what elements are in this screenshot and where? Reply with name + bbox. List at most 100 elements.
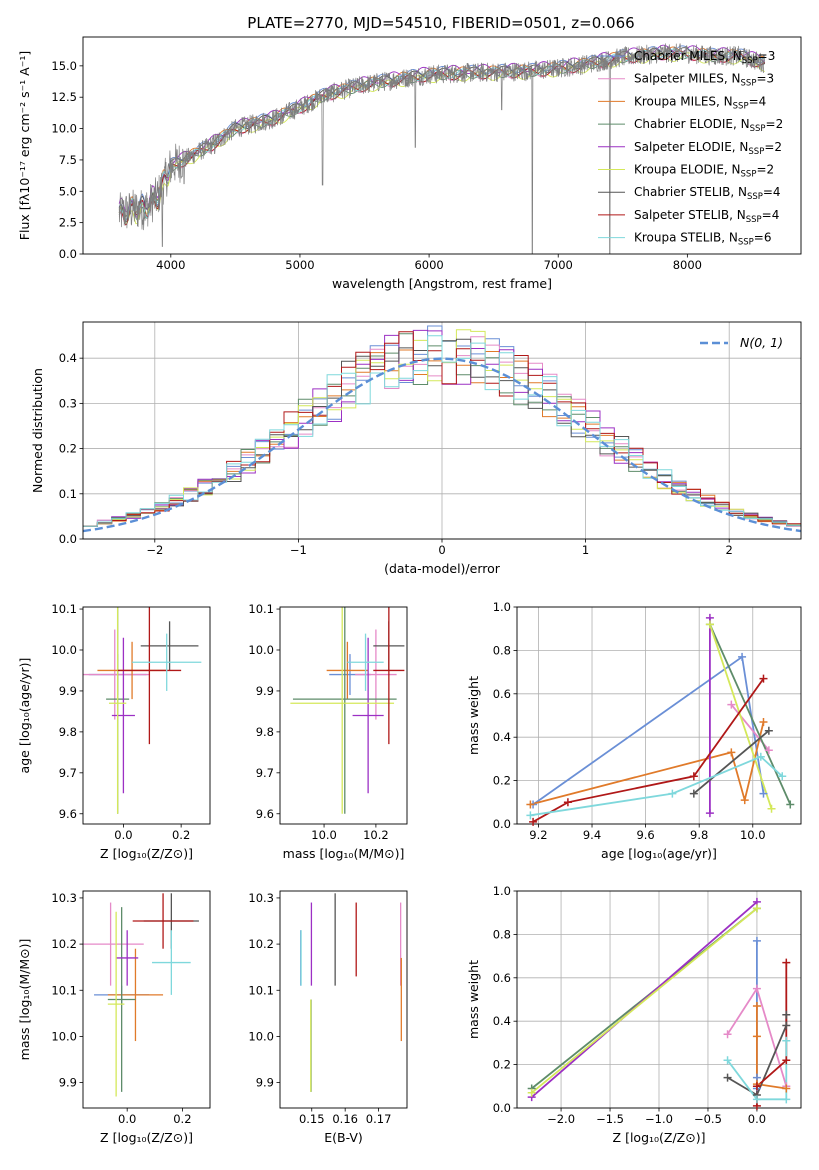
- y-tick-label: 9.9: [59, 1076, 77, 1090]
- x-tick-label: 0.0: [114, 828, 132, 842]
- x-tick-label: 2: [726, 543, 733, 557]
- weight-line-chabrier_elodie: [709, 624, 792, 805]
- weight-marker-chabrier_miles: [759, 789, 768, 798]
- legend-suffix: =3: [756, 72, 774, 86]
- legend-suffix: =4: [763, 185, 781, 199]
- y-axis-label: Flux [fλ10⁻¹⁷ erg cm⁻² s⁻¹ A⁻¹]: [17, 51, 32, 240]
- legend-subscript: SSP: [738, 238, 754, 248]
- legend-name: Kroupa MILES, N: [634, 94, 733, 108]
- weight-marker-salpeter_stelib: [563, 798, 572, 807]
- y-tick-label: 0.2: [493, 774, 511, 788]
- weight-marker-kroupa_stelib: [526, 811, 535, 820]
- x-tick-label: 0: [438, 543, 445, 557]
- x-tick-label: −1.0: [645, 1112, 673, 1126]
- plot-area: [83, 893, 199, 1097]
- axes-frame: [516, 606, 802, 825]
- x-tick-label: 6000: [414, 258, 443, 272]
- x-axis-label: Z [log₁₀(Z/Z⊙)]: [100, 846, 193, 861]
- legend-entry-kroupa_miles: Kroupa MILES, NSSP=4: [634, 94, 766, 111]
- weight-line-chabrier_stelib: [693, 730, 770, 795]
- y-tick-label: 0.0: [59, 532, 77, 546]
- weight-marker-kroupa_stelib: [778, 772, 787, 781]
- y-tick-label: 10.0: [51, 1029, 77, 1043]
- y-tick-label: 9.7: [59, 766, 77, 780]
- weight-line-kroupa_miles: [530, 721, 765, 806]
- y-tick-label: 0.6: [493, 971, 511, 985]
- x-tick-label: 0.2: [173, 1112, 191, 1126]
- y-tick-label: 10.3: [248, 891, 274, 905]
- y-tick-label: 0.4: [493, 730, 511, 744]
- x-axis-label: Z [log₁₀(Z/Z⊙)]: [100, 1130, 193, 1145]
- legend-entry-kroupa_stelib: Kroupa STELIB, NSSP=6: [634, 231, 772, 248]
- weight-marker-chabrier_miles: [738, 652, 747, 661]
- plot-area: [290, 607, 405, 814]
- weight-marker-kroupa_stelib: [782, 1095, 791, 1104]
- age-vs-mass-panel: 10.0 10.2 9.6 9.7 9.8 9.9 10.0 10.1 mass [log₁₀(…: [248, 602, 408, 861]
- plot-area: [300, 893, 402, 1092]
- y-tick-label: 2.5: [59, 216, 77, 230]
- y-tick-label: 9.9: [256, 1076, 274, 1090]
- y-tick-label: 9.7: [256, 766, 274, 780]
- legend-suffix: =2: [766, 117, 784, 131]
- x-axis-label: (data-model)/error: [384, 561, 501, 576]
- weight-marker-salpeter_stelib: [689, 772, 698, 781]
- y-tick-label: 10.0: [51, 122, 77, 136]
- y-tick-label: 1.0: [493, 884, 511, 898]
- weight-marker-salpeter_stelib: [782, 1056, 791, 1065]
- x-axis-label: mass [log₁₀(M/M⊙)]: [283, 846, 405, 861]
- weight-marker-kroupa_miles: [752, 1002, 761, 1011]
- weight-marker-salpeter_miles: [752, 984, 761, 993]
- weight-marker-kroupa_elodie: [752, 904, 761, 913]
- weight-line-kroupa_elodie: [709, 624, 773, 810]
- y-axis-label: age [log₁₀(age/yr)]: [17, 658, 32, 774]
- legend-entry-chabrier_stelib: Chabrier STELIB, NSSP=4: [634, 185, 781, 202]
- legend-subscript: SSP: [748, 147, 764, 157]
- weight-marker-chabrier_elodie: [786, 800, 795, 809]
- weight-marker-kroupa_miles: [782, 1084, 791, 1093]
- y-tick-label: 9.6: [256, 807, 274, 821]
- legend-subscript: SSP: [742, 56, 758, 66]
- spectrum-title: PLATE=2770, MJD=54510, FIBERID=0501, z=0…: [247, 14, 634, 32]
- x-tick-label: −1: [290, 543, 307, 557]
- spectrum-panel: 4000 5000 6000 7000 8000 0.0 2.5 5.0 7.5 10.0 12.5…: [17, 36, 802, 291]
- y-tick-label: 0.3: [59, 396, 77, 410]
- legend-subscript: SSP: [741, 79, 757, 89]
- y-axis-label: mass weight: [466, 676, 481, 755]
- legend-name: Salpeter MILES, N: [634, 72, 741, 86]
- weight-marker-salpeter_stelib: [752, 1082, 761, 1091]
- axes-frame: [279, 890, 408, 1109]
- weight-line-kroupa_miles: [756, 1006, 787, 1090]
- weight-marker-salpeter_stelib: [529, 817, 538, 826]
- y-tick-label: 5.0: [59, 184, 77, 198]
- y-axis-label: mass [log₁₀(M/M⊙)]: [17, 939, 32, 1061]
- y-tick-label: 10.1: [248, 983, 274, 997]
- weight-marker-kroupa_miles: [740, 796, 749, 805]
- y-tick-label: 0.0: [493, 1101, 511, 1115]
- x-tick-label: 0.0: [118, 1112, 136, 1126]
- observed-spectrum: [118, 43, 765, 254]
- residual-histogram-panel: −2 −1 0 1 2 0.0 0.1 0.2 0.3 0.4 (data-model)/error…: [30, 321, 802, 576]
- y-tick-label: 10.1: [51, 983, 77, 997]
- legend-subscript: SSP: [750, 124, 766, 134]
- weight-marker-salpeter_stelib: [759, 674, 768, 683]
- legend-entry-salpeter_miles: Salpeter MILES, NSSP=3: [634, 72, 774, 89]
- plot-area: [83, 607, 202, 814]
- y-tick-label: 7.5: [59, 153, 77, 167]
- x-tick-label: 1: [582, 543, 589, 557]
- y-tick-label: 9.8: [59, 725, 77, 739]
- y-tick-label: 0.8: [493, 643, 511, 657]
- weight-marker-kroupa_elodie: [705, 620, 714, 629]
- hist-salpeter_stelib: [83, 331, 801, 527]
- weight-line-kroupa_elodie: [531, 907, 758, 1094]
- weight-marker-chabrier_stelib: [723, 1073, 732, 1082]
- legend-suffix: =3: [758, 49, 776, 63]
- histogram-legend: N(0, 1): [700, 335, 783, 350]
- legend-name: Chabrier ELODIE, N: [634, 117, 750, 131]
- mass-vs-Z-panel: 0.0 0.2 9.9 10.0 10.1 10.2 10.3 Z [log₁₀(Z/Z⊙)]…: [17, 890, 211, 1145]
- axes-frame: [82, 606, 211, 825]
- y-tick-label: 0.0: [59, 247, 77, 261]
- legend-suffix: =2: [764, 140, 782, 154]
- plot-area: [83, 325, 801, 533]
